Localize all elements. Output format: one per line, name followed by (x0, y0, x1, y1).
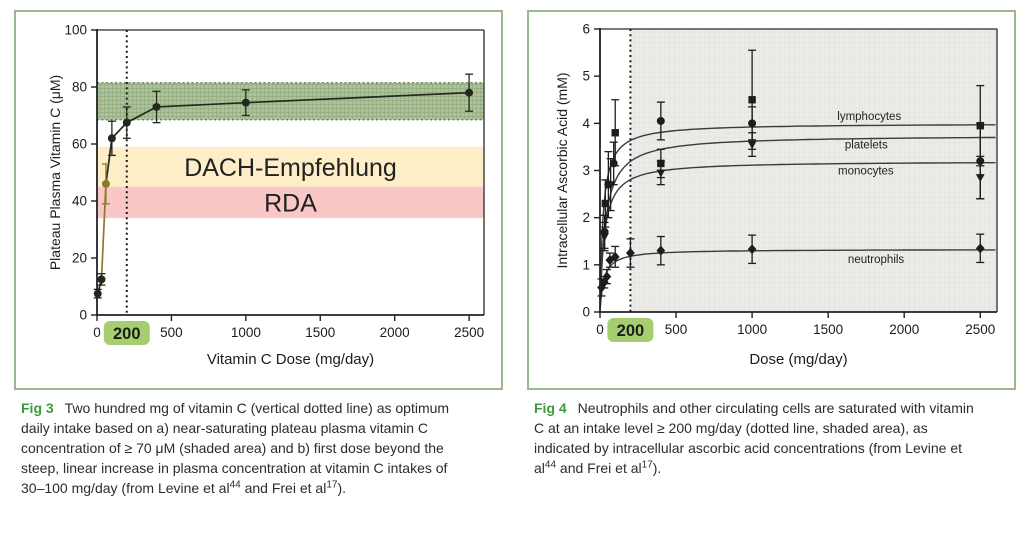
fig4-panel: lymphocytes platelets monocytes neutrophils… (527, 10, 1016, 390)
caption-text: Two hundred mg of vitamin C (vertical do… (21, 400, 450, 497)
dose-200-highlight: 200 (607, 318, 654, 342)
data-line-segment (245, 91, 470, 104)
citation-superscript: 44 (544, 459, 557, 471)
x-tick-label: 2500 (454, 325, 484, 340)
series-plateau-plasma-vitamin-C (93, 73, 474, 299)
caption-text: ). (652, 460, 662, 477)
y-tick-label: 2 (582, 210, 590, 225)
series-neutrophils (597, 233, 985, 297)
series-label-monocytes: monocytes (838, 166, 894, 178)
y-tick-label: 60 (72, 137, 87, 152)
y-tick-label: 1 (582, 257, 590, 272)
x-tick-label: 1000 (231, 325, 261, 340)
svg-text:200: 200 (617, 322, 645, 340)
data-line-segment (126, 106, 157, 124)
x-tick-label: 1000 (737, 322, 767, 337)
fig3-panel: DACH-Empfehlung RDA 0 500 1000 1500 2000 2500 0 2… (14, 10, 503, 390)
x-tick-label: 500 (160, 325, 183, 340)
plot-frame (96, 29, 485, 316)
shaded-saturation-region (630, 29, 997, 312)
series-label-platelets: platelets (845, 140, 888, 152)
y-axis: 0 20 40 60 80 100 (64, 23, 97, 323)
caption-text: ). (337, 480, 346, 497)
data-line-segment (100, 183, 107, 280)
x-tick-label: 0 (93, 325, 101, 340)
band-label-rda: RDA (264, 189, 317, 217)
x-tick-label: 1500 (305, 325, 335, 340)
x-tick-label: 2500 (965, 322, 995, 337)
caption-text: Neutrophils and other circulating cells … (534, 400, 974, 477)
fig4-chart-intracellular-ascorbic-acid: lymphocytes platelets monocytes neutrophils… (554, 22, 998, 368)
figure-label: Fig 3 (21, 400, 54, 416)
data-line-segment (105, 138, 113, 185)
x-tick-label: 0 (596, 322, 604, 337)
band-dach-empfehlung: DACH-Empfehlung (97, 146, 484, 187)
y-axis-title: Intracellular Ascorbic Acid (mM) (554, 72, 570, 268)
fig3-caption: Fig 3 Two hundred mg of vitamin C (vertic… (21, 398, 467, 498)
x-axis: 0 500 1000 1500 2000 2500 (93, 315, 484, 340)
y-tick-label: 0 (582, 305, 590, 320)
y-tick-label: 4 (582, 116, 590, 131)
y-tick-label: 20 (72, 251, 87, 266)
series-platelets (601, 49, 985, 228)
data-line-segment (156, 101, 246, 108)
y-tick-label: 100 (64, 23, 87, 38)
figure-label: Fig 4 (534, 400, 567, 416)
series-label-neutrophils: neutrophils (848, 254, 905, 266)
series-label-lymphocytes: lymphocytes (837, 111, 901, 123)
band-label-dach-empfehlung: DACH-Empfehlung (184, 154, 397, 182)
caption-text: and Frei et al (240, 480, 327, 497)
x-tick-label: 500 (665, 322, 688, 337)
y-tick-label: 5 (582, 69, 590, 84)
x-axis-title: Dose (mg/day) (749, 351, 847, 368)
citation-superscript: 44 (229, 479, 241, 491)
x-tick-label: 2000 (380, 325, 410, 340)
citation-superscript: 17 (641, 459, 653, 471)
series-monocytes (600, 132, 985, 252)
x-axis-title: Vitamin C Dose (mg/day) (207, 351, 374, 368)
y-tick-label: 40 (72, 194, 87, 209)
y-tick-label: 0 (79, 308, 87, 323)
x-axis: 0 500 1000 1500 2000 2500 (596, 312, 995, 337)
y-tick-label: 80 (72, 80, 87, 95)
x-tick-label: 2000 (889, 322, 919, 337)
y-axis-title: Plateau Plasma Vitamin C (μM) (47, 75, 63, 270)
svg-text:200: 200 (113, 325, 141, 343)
caption-text: and Frei et al (556, 460, 642, 477)
fig4-caption: Fig 4 Neutrophils and other circulating c… (534, 398, 986, 478)
curve-neutrophils (599, 249, 996, 308)
y-axis: 0 1 2 3 4 5 6 (582, 22, 600, 320)
band-rda: RDA (97, 186, 484, 219)
citation-superscript: 17 (326, 479, 338, 491)
dose-200-highlight: 200 (103, 321, 150, 345)
y-tick-label: 6 (582, 22, 590, 37)
x-tick-label: 1500 (813, 322, 843, 337)
y-tick-label: 3 (582, 163, 590, 178)
